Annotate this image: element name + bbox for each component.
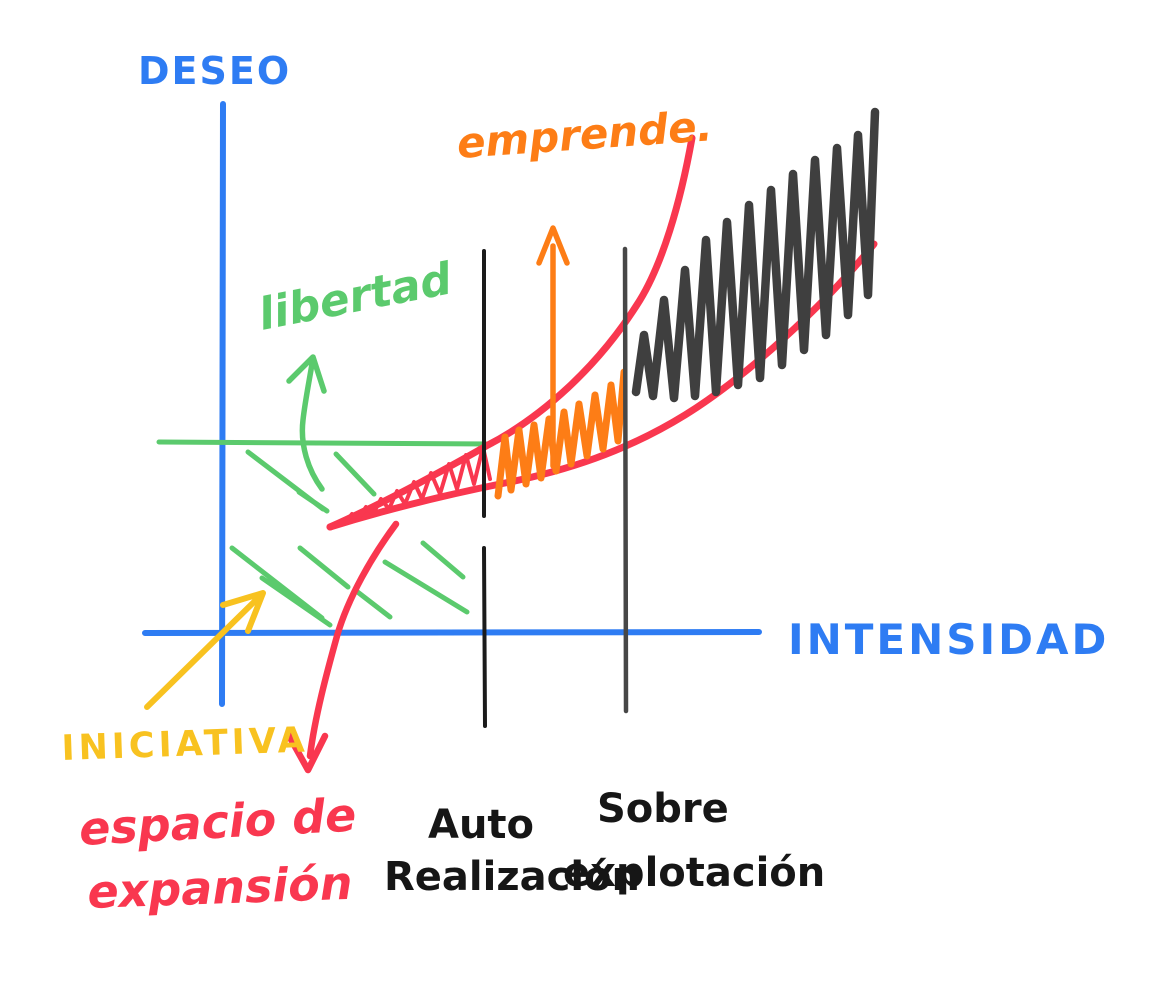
green-hatch-lines [229, 449, 470, 628]
freedom-level-line [156, 439, 495, 447]
expansion-arrow [284, 520, 400, 774]
iniciativa-label: INICIATIVA [61, 720, 309, 769]
threshold-line-sobre [622, 246, 629, 714]
auto-label-line1: Auto [428, 802, 534, 848]
red-squiggle-zone [344, 445, 492, 524]
x-axis-label: INTENSIDAD [788, 615, 1109, 664]
x-axis-line [142, 629, 762, 636]
gray-squiggle-zone [631, 107, 880, 403]
libertad-arrow [286, 354, 327, 492]
iniciativa-arrow [144, 590, 266, 710]
threshold-line-auto [482, 249, 487, 728]
y-axis-label: DESEO [138, 49, 291, 93]
auto-label-line2: Realización [384, 854, 640, 900]
sobre-label-line1: Sobre [597, 786, 729, 832]
annotations: DESEO INTENSIDAD emprende. libertad INIC… [61, 49, 1109, 919]
wedge-upper-curve [326, 134, 696, 531]
sobre-label-line2: explotación [563, 850, 825, 896]
y-axis-line [219, 101, 226, 707]
espacio-label-line2: expansión [86, 856, 353, 919]
libertad-label: libertad [254, 253, 456, 340]
espacio-label-line1: espacio de [78, 788, 358, 856]
wedge-lower-curve [326, 240, 878, 531]
emprende-arrow [536, 225, 570, 469]
emprende-label: emprende. [455, 101, 714, 168]
orange-squiggle-zone [494, 368, 628, 500]
